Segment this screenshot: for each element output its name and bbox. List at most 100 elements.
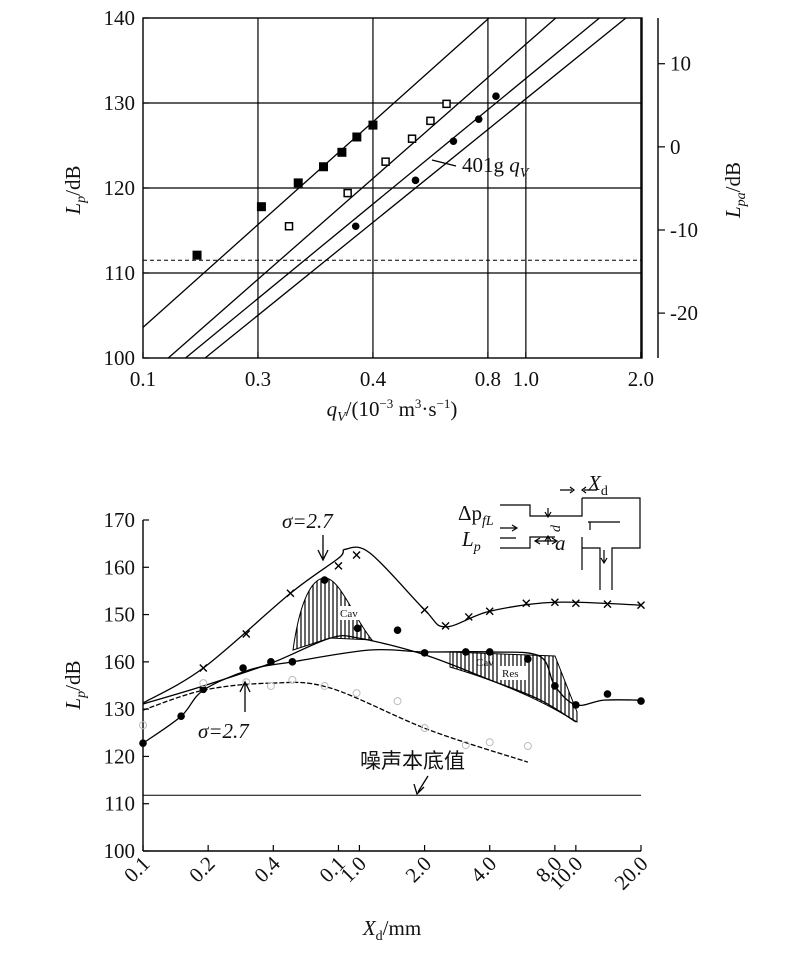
fit-curve bbox=[167, 18, 557, 358]
y-tick-label: 140 bbox=[104, 6, 136, 30]
point bbox=[603, 600, 612, 609]
label-part: V bbox=[337, 410, 347, 425]
point bbox=[420, 649, 429, 657]
point bbox=[441, 621, 450, 630]
y-tick-label: 120 bbox=[104, 176, 136, 200]
region-label: Res bbox=[502, 668, 519, 680]
label-part: p bbox=[74, 691, 89, 699]
point bbox=[411, 176, 420, 185]
label-part: /(10 bbox=[346, 397, 380, 421]
point bbox=[523, 742, 532, 751]
point bbox=[603, 690, 612, 698]
y-tick-label: 160 bbox=[104, 555, 136, 579]
x-tick-label: 0.3 bbox=[245, 367, 271, 391]
inset-label: a bbox=[555, 531, 566, 555]
point bbox=[393, 697, 402, 706]
label-part: 3 bbox=[415, 396, 422, 411]
x-tick-label: 1.0 bbox=[335, 852, 371, 888]
point bbox=[266, 681, 275, 690]
y2-tick-label: 10 bbox=[670, 52, 691, 76]
top-chart: 100 110 120 130 140 0.1 0.3 0.4 0.8 1.0 2.0 -20 -10 0… bbox=[104, 6, 699, 391]
fit-curve bbox=[143, 18, 490, 328]
x-tick-label: 20.0 bbox=[610, 852, 653, 895]
point bbox=[199, 685, 208, 694]
point bbox=[449, 137, 458, 146]
point bbox=[522, 599, 531, 608]
y-axis-label: Lp/dB bbox=[61, 165, 89, 215]
point bbox=[352, 132, 362, 142]
annotation: σ=2.7 bbox=[198, 719, 250, 743]
point bbox=[442, 99, 451, 109]
region-label: Cav bbox=[340, 608, 358, 620]
point bbox=[334, 561, 343, 570]
point bbox=[351, 222, 360, 231]
x-tick-label: 0.4 bbox=[249, 851, 285, 887]
point bbox=[267, 658, 275, 666]
point bbox=[199, 664, 208, 672]
label-bg bbox=[500, 666, 526, 680]
inset-label: d bbox=[549, 524, 564, 532]
label-part: Δp bbox=[458, 501, 482, 525]
point bbox=[368, 120, 378, 130]
label-part: pa bbox=[734, 192, 749, 207]
point bbox=[464, 612, 473, 621]
label-part: /dB bbox=[721, 162, 745, 192]
label-part: X bbox=[587, 471, 602, 495]
point bbox=[288, 675, 297, 684]
point bbox=[288, 658, 297, 666]
annotation-leader bbox=[431, 159, 457, 167]
arrow bbox=[413, 775, 429, 796]
point bbox=[192, 250, 202, 260]
label-part: −1 bbox=[437, 396, 451, 411]
point bbox=[320, 681, 329, 690]
x-tick-label: 0.1 bbox=[130, 367, 156, 391]
label-part: /dB bbox=[61, 165, 85, 195]
point bbox=[485, 607, 494, 616]
fit-curve bbox=[185, 18, 600, 358]
inset-label: Xd bbox=[587, 471, 608, 499]
y2-tick-label: -20 bbox=[670, 301, 698, 325]
point bbox=[420, 605, 429, 614]
point bbox=[637, 601, 645, 610]
label-bg bbox=[338, 606, 366, 620]
y-tick-label: 110 bbox=[104, 792, 135, 816]
y-tick-label: 150 bbox=[104, 603, 136, 627]
label-part: L bbox=[461, 527, 474, 551]
y-tick-label: 160 bbox=[104, 650, 136, 674]
y-tick-label: 120 bbox=[104, 744, 136, 768]
point bbox=[286, 589, 295, 598]
y2-axis-label: Lpa/dB bbox=[721, 162, 749, 219]
x-axis-label: Xd/mm bbox=[362, 916, 421, 944]
point bbox=[284, 222, 294, 231]
point bbox=[461, 741, 470, 750]
y-tick-label: 130 bbox=[104, 91, 136, 115]
label-part: p bbox=[473, 540, 481, 555]
y-axis-label: Lp/dB bbox=[61, 660, 89, 710]
point bbox=[239, 664, 247, 672]
point bbox=[492, 92, 500, 100]
inset-label: Lp bbox=[461, 527, 481, 555]
point bbox=[352, 550, 361, 559]
x-tick-label: 2.0 bbox=[628, 367, 654, 391]
label-part: L bbox=[61, 698, 85, 711]
point bbox=[139, 739, 147, 747]
label-part: q bbox=[509, 153, 520, 177]
point bbox=[485, 738, 494, 747]
y-tick-label: 100 bbox=[104, 346, 136, 370]
point bbox=[474, 115, 483, 123]
annotation: σ=2.7 bbox=[282, 509, 334, 533]
point bbox=[426, 116, 435, 126]
annotation: 噪声本底值 bbox=[360, 749, 465, 773]
label-part: /mm bbox=[383, 916, 422, 940]
arrow bbox=[317, 535, 329, 562]
label-part: V bbox=[520, 166, 530, 181]
y-tick-label: 170 bbox=[104, 508, 136, 532]
label-part: /dB bbox=[61, 660, 85, 690]
label-part: p bbox=[74, 196, 89, 204]
point bbox=[242, 629, 251, 638]
point bbox=[407, 134, 417, 143]
point bbox=[256, 202, 266, 212]
x-tick-label: 0.4 bbox=[360, 367, 387, 391]
y-tick-label: 130 bbox=[104, 697, 136, 721]
